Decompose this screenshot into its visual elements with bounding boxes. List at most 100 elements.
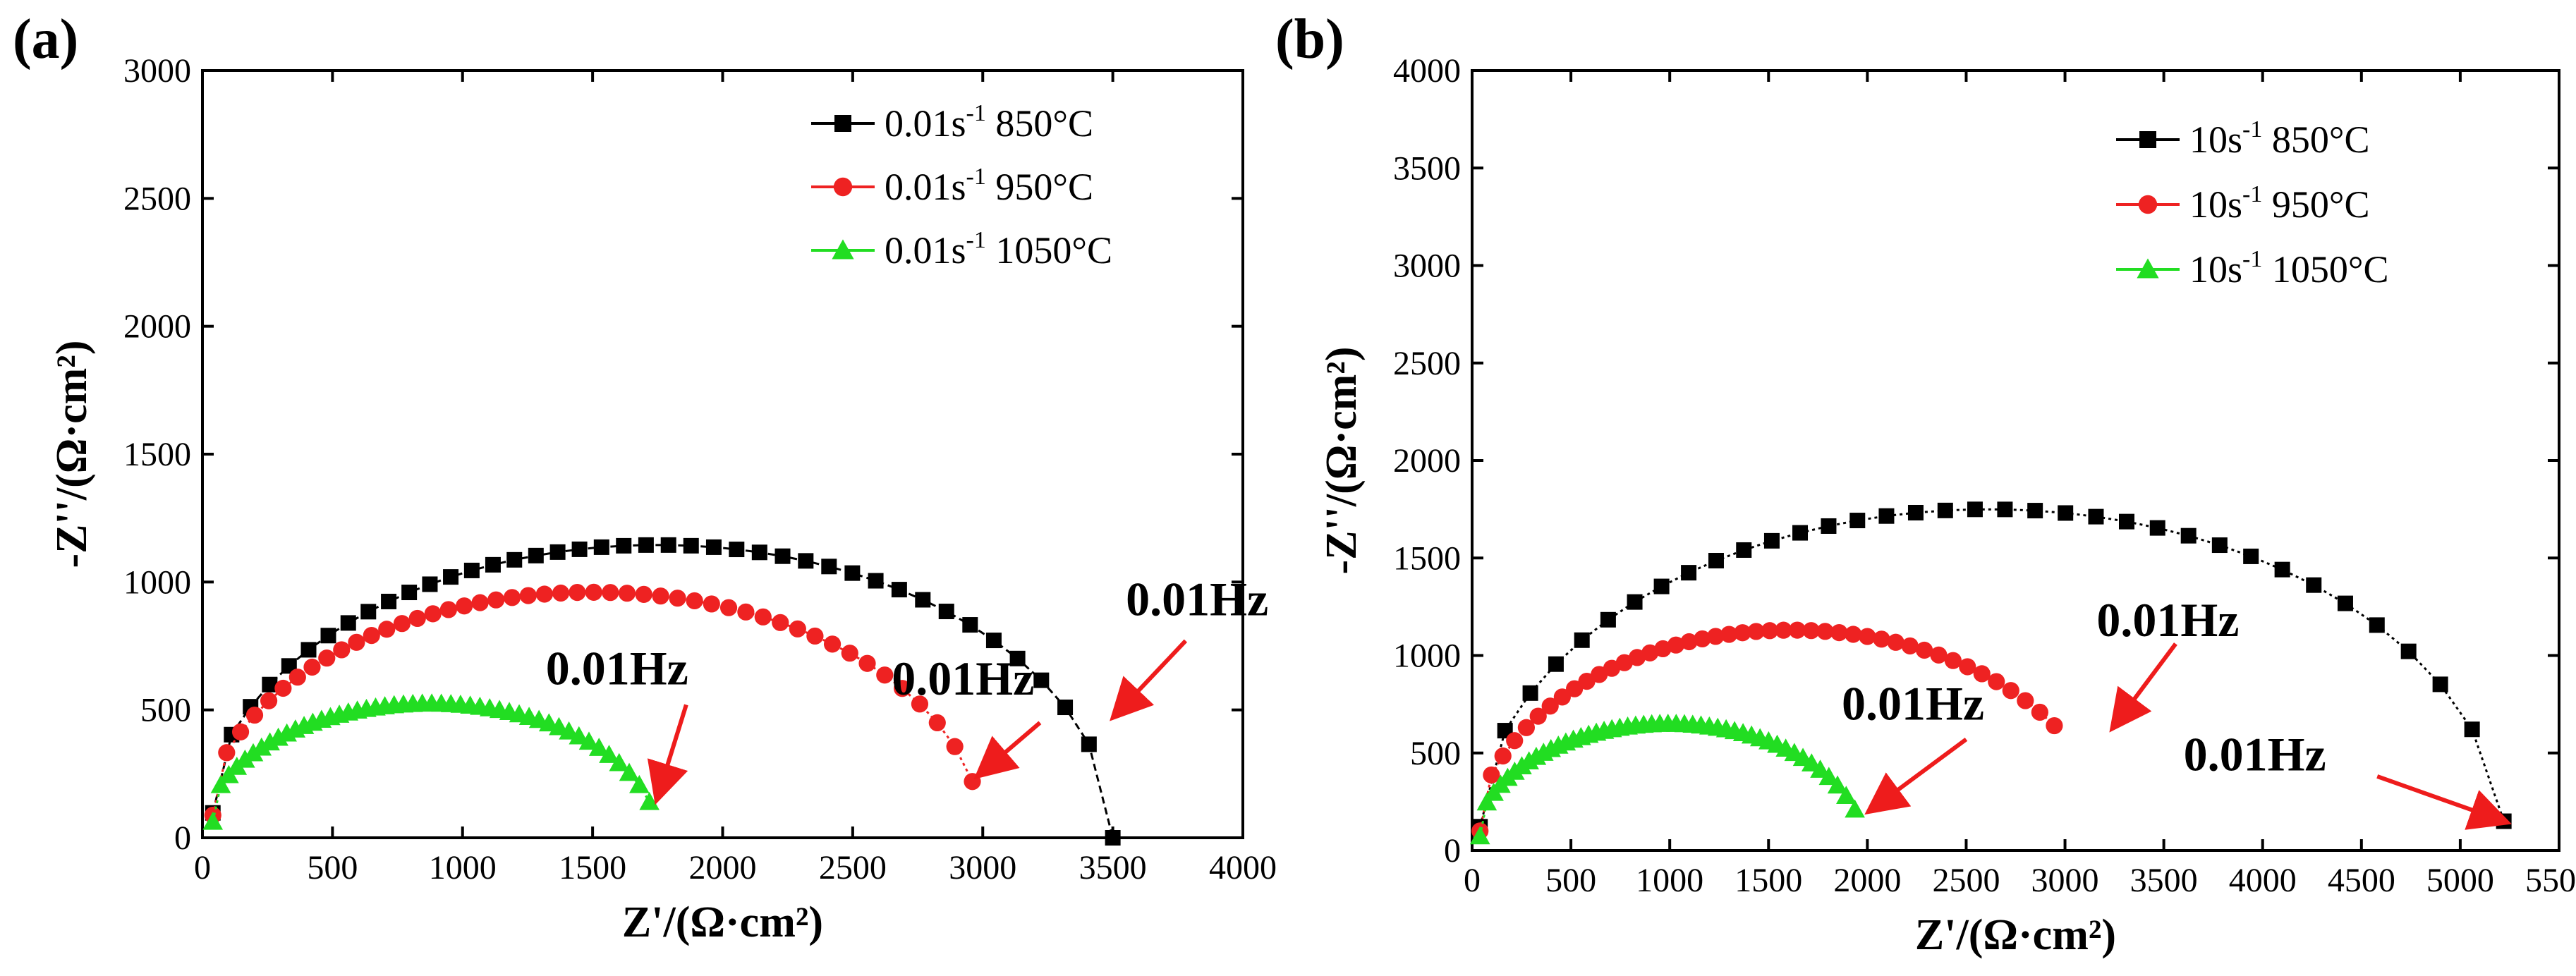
data-point: [737, 603, 755, 621]
data-point: [243, 743, 264, 762]
data-point: [274, 679, 292, 697]
frequency-annotation: 0.01Hz: [2184, 728, 2512, 830]
data-point: [2400, 643, 2417, 659]
data-point: [1816, 623, 1834, 640]
data-point: [719, 599, 738, 616]
data-point: [393, 615, 411, 633]
y-tick-label: 3500: [1393, 150, 1461, 187]
series-circle: [204, 583, 981, 824]
y-tick-label: 2000: [1393, 442, 1461, 480]
data-point: [911, 695, 929, 713]
x-tick-label: 1500: [1734, 862, 1802, 899]
data-point: [754, 608, 772, 626]
data-point: [593, 539, 609, 555]
data-point: [503, 589, 521, 606]
data-point: [858, 654, 876, 672]
legend-marker-triangle: [2137, 258, 2159, 279]
data-point: [1476, 792, 1497, 811]
data-point: [424, 605, 442, 623]
data-point: [669, 590, 686, 607]
data-point: [463, 562, 480, 578]
legend-label: 0.01s-1 950°C: [885, 164, 1093, 208]
data-point: [1105, 830, 1121, 846]
data-point: [401, 585, 418, 601]
data-point: [1483, 766, 1500, 784]
data-point: [985, 633, 1002, 649]
data-point: [1907, 504, 1924, 520]
data-point: [946, 738, 964, 755]
data-point: [1859, 628, 1876, 645]
data-point: [1522, 685, 1538, 701]
data-point: [1930, 646, 1948, 664]
data-point: [2180, 527, 2197, 544]
legend-item: 0.01s-1 1050°C: [811, 227, 1112, 272]
data-point: [629, 774, 650, 793]
data-point: [798, 553, 814, 569]
data-point: [363, 627, 380, 645]
panel-b: 0 500 1000 1500 2000 2500 3000 3500 4000 4500 5000…: [1275, 8, 2576, 959]
data-point: [635, 585, 652, 603]
data-point: [1830, 623, 1848, 642]
data-point: [231, 723, 250, 740]
panel-label: (a): [13, 8, 78, 71]
data-point: [1469, 826, 1490, 845]
x-tick-label: 2500: [819, 849, 887, 886]
data-point: [528, 547, 544, 563]
data-point: [1887, 633, 1904, 651]
data-point: [1836, 786, 1857, 804]
annotation-arrow: [2109, 642, 2177, 733]
data-point: [1707, 628, 1725, 645]
data-point: [638, 537, 654, 553]
data-point: [260, 732, 280, 751]
data-point: [585, 583, 602, 601]
data-point: [2027, 503, 2043, 519]
data-point: [1827, 775, 1848, 794]
data-point: [1821, 518, 1837, 534]
data-point: [1873, 630, 1890, 648]
data-point: [1845, 799, 1865, 818]
data-point: [789, 620, 806, 638]
data-point: [318, 649, 336, 667]
data-point: [1988, 673, 2005, 690]
data-point: [408, 609, 426, 628]
data-point: [772, 614, 789, 631]
frequency-annotation: 0.01Hz: [1110, 572, 1268, 721]
data-point: [1708, 553, 1724, 569]
legend-marker-circle: [2138, 195, 2158, 214]
data-point: [868, 573, 884, 589]
data-point: [251, 737, 272, 756]
y-tick-label: 1500: [1393, 539, 1461, 577]
data-point: [928, 714, 946, 731]
data-point: [1761, 622, 1779, 640]
data-point: [1802, 622, 1820, 640]
data-point: [599, 745, 619, 763]
data-point: [823, 635, 842, 653]
series-line: [1478, 508, 2505, 827]
data-point: [1667, 636, 1685, 654]
x-tick-label: 2000: [689, 849, 757, 886]
data-point: [569, 584, 586, 602]
data-point: [1736, 542, 1752, 558]
data-point: [1680, 633, 1698, 651]
data-point: [1788, 621, 1806, 639]
data-point: [2274, 561, 2290, 578]
data-point: [1494, 747, 1512, 765]
data-point: [1734, 624, 1751, 642]
annotation-label: 0.01Hz: [2096, 593, 2239, 647]
data-point: [894, 680, 911, 697]
data-point: [260, 692, 278, 709]
data-point: [288, 669, 306, 686]
data-point: [1916, 641, 1933, 659]
legend-item: 0.01s-1 950°C: [811, 164, 1093, 208]
x-tick-label: 2500: [1932, 862, 2000, 899]
data-point: [1009, 650, 1026, 666]
data-point: [619, 762, 640, 781]
x-tick-label: 1000: [429, 849, 497, 886]
data-point: [381, 593, 397, 609]
data-point: [915, 592, 931, 608]
data-point: [1878, 508, 1895, 524]
data-point: [618, 585, 636, 602]
data-point: [1997, 501, 2013, 518]
series-line: [1478, 722, 1856, 837]
legend-label: 10s-1 1050°C: [2189, 246, 2388, 291]
